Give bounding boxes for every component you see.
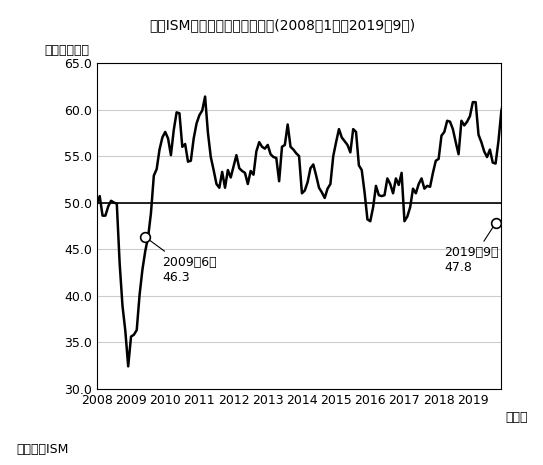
Text: 図　ISM製造業景況指数の推移(2008年1月〜2019年9月): 図 ISM製造業景況指数の推移(2008年1月〜2019年9月) <box>149 19 415 33</box>
Text: 2009年6月
46.3: 2009年6月 46.3 <box>148 239 217 284</box>
Text: （ポイント）: （ポイント） <box>45 44 89 57</box>
Text: （年）: （年） <box>506 412 528 425</box>
Text: （出所）ISM: （出所）ISM <box>16 443 68 456</box>
Text: 2019年9月
47.8: 2019年9月 47.8 <box>444 226 499 274</box>
